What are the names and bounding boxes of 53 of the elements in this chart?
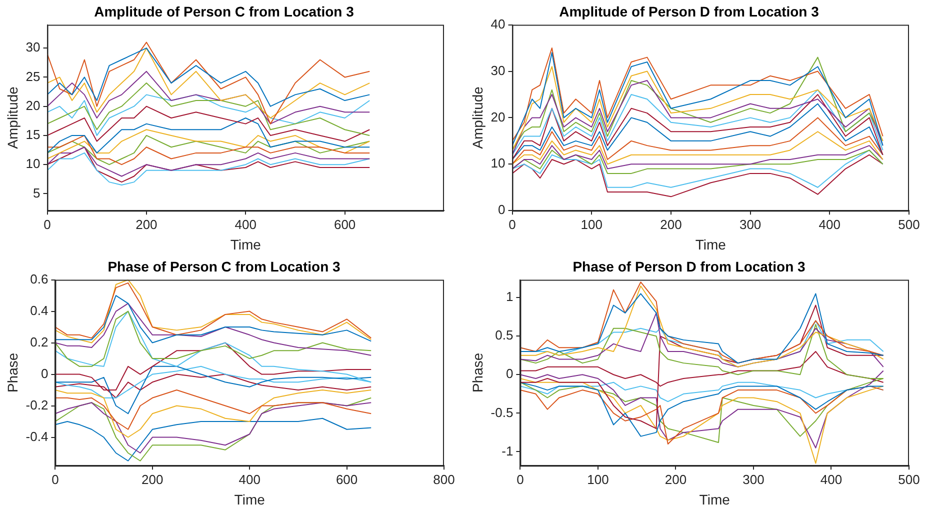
x-tick-label: 200: [664, 472, 687, 487]
x-tick-label: 500: [898, 472, 920, 487]
chart-title: Phase of Person C from Location 3: [108, 258, 341, 274]
y-tick-label: 25: [26, 68, 40, 84]
y-tick-label: 40: [490, 16, 506, 32]
x-tick-label: 0: [52, 472, 59, 487]
y-tick-label: -0.2: [26, 397, 48, 412]
x-tick-label: 300: [742, 472, 764, 487]
x-axis-title: Time: [230, 236, 262, 252]
x-tick-label: 800: [433, 472, 455, 487]
x-axis-title: Time: [699, 491, 730, 508]
y-axis-title: Phase: [469, 352, 486, 393]
y-tick-label: 0.6: [30, 271, 48, 286]
chart-title: Amplitude of Person C from Location 3: [94, 3, 354, 20]
x-tick-label: 600: [336, 472, 358, 487]
y-tick-label: 5: [33, 185, 40, 200]
y-tick-label: 0: [506, 366, 514, 382]
y-axis-title: Phase: [4, 352, 20, 393]
y-tick-label: 0.4: [30, 302, 48, 318]
chart-title: Phase of Person D from Location 3: [572, 258, 806, 274]
x-tick-label: 100: [580, 216, 602, 232]
x-tick-label: 400: [238, 472, 260, 487]
y-tick-label: 10: [26, 156, 40, 172]
y-tick-label: 0: [498, 202, 506, 218]
x-axis-title: Time: [234, 491, 266, 508]
y-tick-label: 30: [26, 40, 40, 55]
y-tick-label: 30: [490, 62, 506, 78]
x-tick-label: 300: [739, 216, 762, 232]
y-axis-title: Amplitude: [4, 86, 20, 149]
y-tick-label: -1: [502, 443, 514, 458]
x-axis-title: Time: [695, 236, 726, 252]
chart-title: Amplitude of Person D from Location 3: [559, 3, 820, 20]
x-tick-label: 200: [660, 216, 682, 232]
y-tick-label: 20: [490, 109, 506, 124]
y-tick-label: 0.2: [30, 334, 48, 350]
x-tick-label: 400: [234, 216, 256, 232]
x-tick-label: 200: [142, 472, 164, 487]
y-tick-label: 20: [26, 98, 40, 113]
x-tick-label: 500: [898, 216, 920, 232]
x-tick-label: 0: [516, 472, 524, 487]
x-tick-label: 400: [818, 216, 841, 232]
y-tick-label: 15: [26, 127, 40, 142]
y-tick-label: -0.4: [26, 428, 48, 444]
y-axis-title: Amplitude: [469, 86, 486, 149]
y-tick-label: 0.5: [495, 328, 514, 343]
y-tick-label: 10: [490, 156, 506, 171]
y-tick-label: 1: [506, 289, 514, 304]
x-tick-label: 100: [587, 472, 609, 487]
x-tick-label: 200: [136, 216, 158, 232]
y-tick-label: 0: [40, 366, 48, 381]
x-tick-label: 600: [334, 216, 356, 232]
x-tick-label: 400: [820, 472, 842, 487]
y-tick-label: -0.5: [490, 404, 514, 420]
